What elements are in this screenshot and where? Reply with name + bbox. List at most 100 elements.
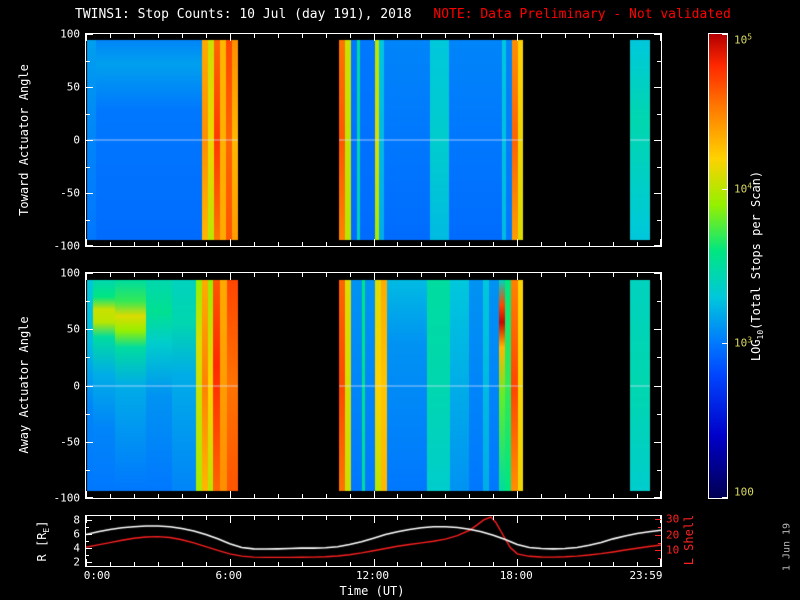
axis-tick xyxy=(374,491,375,498)
axis-tick xyxy=(86,167,90,168)
angle-tick-label: 50 xyxy=(66,80,80,94)
axis-tick xyxy=(654,245,661,246)
axis-tick xyxy=(86,534,92,535)
axis-tick xyxy=(86,245,93,246)
axis-tick xyxy=(637,34,638,38)
axis-tick xyxy=(541,34,542,38)
axis-tick xyxy=(654,193,661,194)
axis-tick xyxy=(613,273,614,277)
axis-tick xyxy=(206,34,207,38)
axis-tick xyxy=(278,34,279,38)
axis-tick xyxy=(110,34,111,38)
away-axis-label-text: Away Actuator Angle xyxy=(17,316,31,454)
axis-tick xyxy=(565,516,566,520)
axis-tick xyxy=(397,242,398,246)
axis-tick xyxy=(86,548,92,549)
axis-tick xyxy=(326,34,327,38)
axis-tick xyxy=(541,516,542,520)
colorbar-tick-label: 100 xyxy=(734,485,754,499)
axis-tick xyxy=(637,516,638,520)
axis-tick xyxy=(589,242,590,246)
colorbar-panel xyxy=(708,33,728,499)
axis-tick xyxy=(565,242,566,246)
axis-tick xyxy=(722,189,727,190)
axis-tick xyxy=(326,562,327,566)
lshell-axis-label-text: L Shell xyxy=(682,514,696,566)
angle-tick-label: -50 xyxy=(60,186,80,200)
axis-tick xyxy=(134,273,135,277)
axis-tick xyxy=(86,555,89,556)
time-tick-label: 0:00 xyxy=(83,569,111,582)
axis-tick xyxy=(397,34,398,38)
lshell-tick-label: 10 xyxy=(666,543,680,557)
axis-tick xyxy=(302,34,303,38)
creation-datestamp-text: 1 Jun 19 xyxy=(781,522,793,572)
axis-tick xyxy=(657,167,661,168)
axis-tick xyxy=(326,516,327,520)
colorbar-tick-superscript: 5 xyxy=(747,32,753,42)
away-axis-label: Away Actuator Angle xyxy=(17,316,31,453)
axis-tick xyxy=(86,442,93,443)
axis-tick xyxy=(158,562,159,566)
axis-tick xyxy=(86,273,93,274)
axis-tick xyxy=(86,491,87,498)
axis-tick xyxy=(206,273,207,277)
axis-tick xyxy=(637,242,638,246)
axis-tick xyxy=(350,273,351,277)
axis-tick xyxy=(134,516,135,520)
axis-tick xyxy=(254,516,255,520)
axis-tick xyxy=(660,559,661,566)
axis-tick xyxy=(86,34,93,35)
time-tick-label: 23:59 xyxy=(629,569,663,582)
axis-tick xyxy=(654,386,661,387)
axis-tick xyxy=(655,550,661,551)
axis-tick xyxy=(397,273,398,277)
axis-tick xyxy=(182,516,183,520)
axis-tick xyxy=(445,562,446,566)
r-tick-label: 4 xyxy=(73,541,80,555)
time-tick-label: 18:00 xyxy=(499,569,533,582)
axis-tick xyxy=(230,239,231,246)
axis-tick xyxy=(230,516,231,523)
axis-tick xyxy=(565,494,566,498)
axis-tick xyxy=(278,516,279,520)
axis-tick xyxy=(86,386,93,387)
axis-tick xyxy=(613,242,614,246)
axis-tick xyxy=(469,516,470,520)
axis-tick xyxy=(654,34,661,35)
axis-tick xyxy=(110,494,111,498)
axis-tick xyxy=(86,414,90,415)
axis-tick xyxy=(86,527,89,528)
axis-tick xyxy=(86,273,87,280)
axis-tick xyxy=(86,140,93,141)
axis-tick xyxy=(657,414,661,415)
axis-tick xyxy=(302,516,303,520)
axis-tick xyxy=(254,494,255,498)
axis-tick xyxy=(326,242,327,246)
axis-tick xyxy=(589,562,590,566)
axis-tick xyxy=(230,559,231,566)
axis-tick xyxy=(158,494,159,498)
ephemeris-lines-canvas xyxy=(86,516,661,566)
plot-title: TWINS1: Stop Counts: 10 Jul (day 191), 2… xyxy=(75,7,731,22)
away-spectrogram-panel xyxy=(85,272,662,499)
axis-tick xyxy=(493,494,494,498)
axis-tick xyxy=(493,516,494,520)
colorbar-tick-label: 103 xyxy=(734,335,753,350)
r-tick-label: 8 xyxy=(73,513,80,527)
axis-tick xyxy=(493,562,494,566)
axis-tick xyxy=(565,273,566,277)
axis-tick xyxy=(657,357,661,358)
axis-tick xyxy=(565,562,566,566)
axis-tick xyxy=(182,34,183,38)
angle-tick-label: -50 xyxy=(60,435,80,449)
axis-tick xyxy=(86,497,93,498)
time-axis-label: Time (UT) xyxy=(339,584,404,598)
axis-tick xyxy=(541,273,542,277)
axis-tick xyxy=(654,140,661,141)
axis-tick xyxy=(445,242,446,246)
colorbar-canvas xyxy=(709,34,727,498)
axis-tick xyxy=(110,242,111,246)
axis-tick xyxy=(421,516,422,520)
